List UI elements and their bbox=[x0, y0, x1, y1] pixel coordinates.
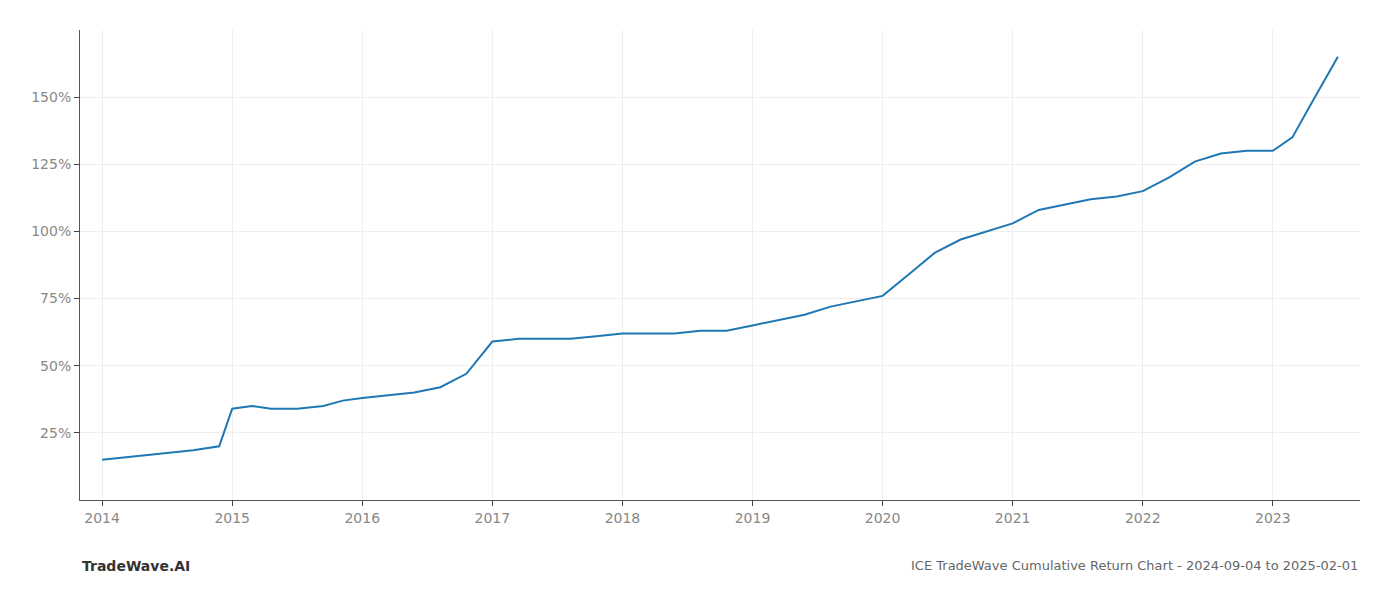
svg-text:TradeWave.AI: TradeWave.AI bbox=[82, 558, 190, 574]
svg-text:2015: 2015 bbox=[214, 510, 250, 526]
svg-text:125%: 125% bbox=[31, 156, 71, 172]
svg-text:2016: 2016 bbox=[344, 510, 380, 526]
svg-text:75%: 75% bbox=[40, 290, 71, 306]
svg-text:2018: 2018 bbox=[605, 510, 641, 526]
svg-text:ICE TradeWave Cumulative Retur: ICE TradeWave Cumulative Return Chart - … bbox=[911, 558, 1358, 573]
svg-text:2014: 2014 bbox=[84, 510, 120, 526]
svg-text:2019: 2019 bbox=[735, 510, 771, 526]
svg-text:2023: 2023 bbox=[1255, 510, 1291, 526]
svg-text:150%: 150% bbox=[31, 89, 71, 105]
svg-text:2020: 2020 bbox=[865, 510, 901, 526]
svg-text:50%: 50% bbox=[40, 358, 71, 374]
svg-text:2017: 2017 bbox=[475, 510, 511, 526]
svg-text:25%: 25% bbox=[40, 425, 71, 441]
svg-text:2021: 2021 bbox=[995, 510, 1031, 526]
svg-text:2022: 2022 bbox=[1125, 510, 1161, 526]
svg-text:100%: 100% bbox=[31, 223, 71, 239]
